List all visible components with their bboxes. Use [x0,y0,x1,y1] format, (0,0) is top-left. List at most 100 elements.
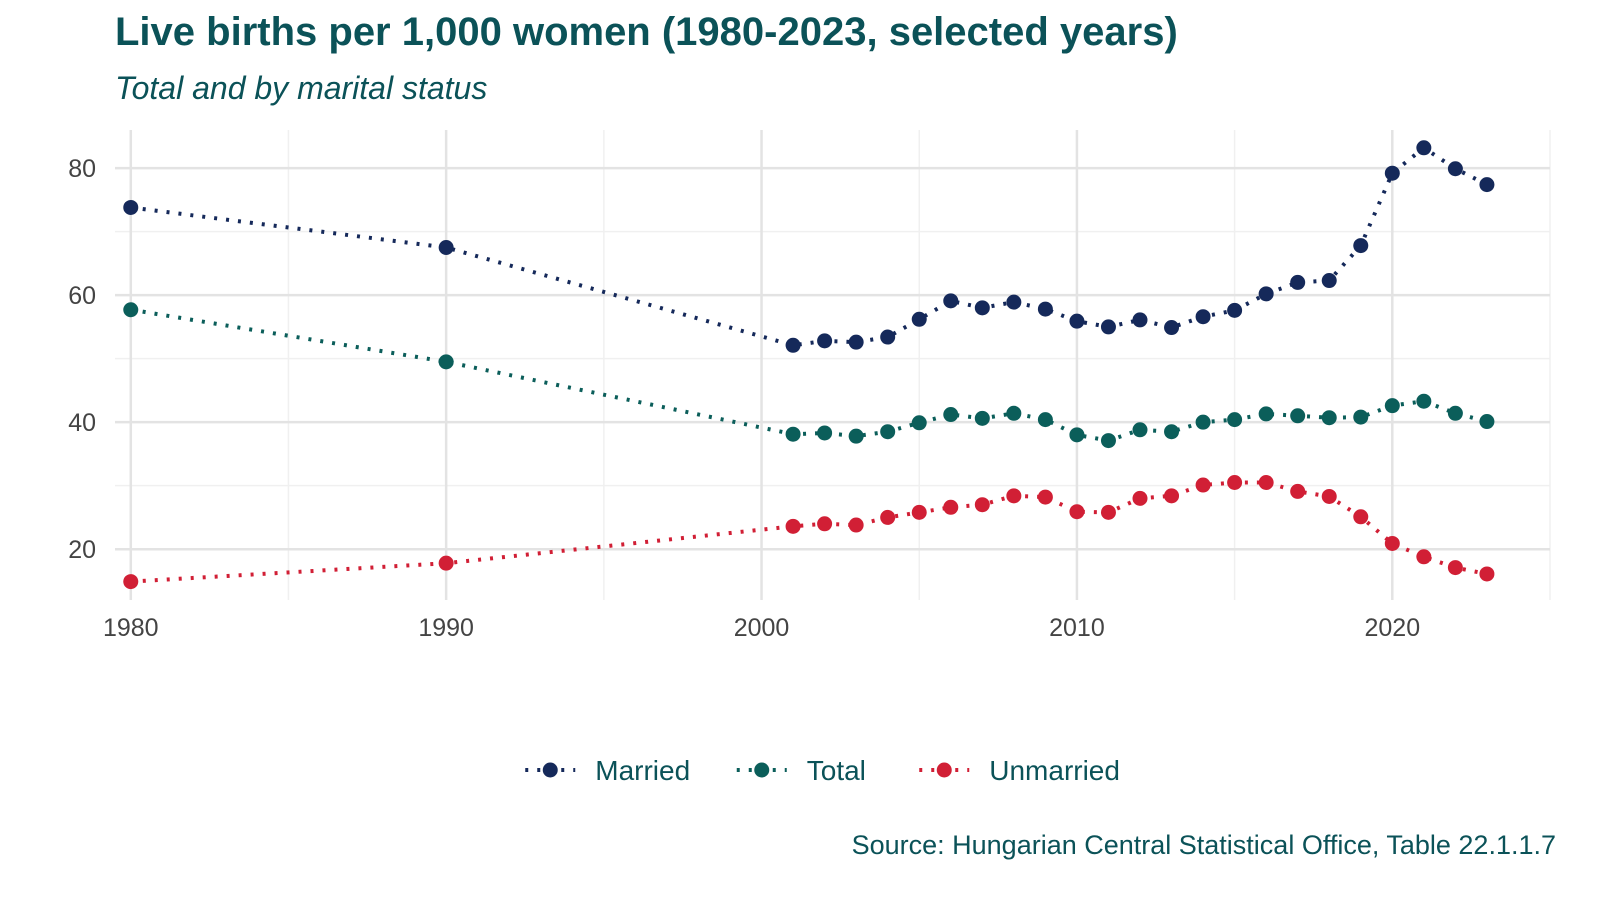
series-total [123,302,1495,449]
data-point [1416,549,1432,565]
source-note: Source: Hungarian Central Statistical Of… [851,830,1556,860]
chart-title: Live births per 1,000 women (1980-2023, … [115,10,1178,54]
data-point [1195,309,1211,325]
data-point [1290,274,1306,290]
data-point [1321,410,1337,426]
y-tick-label: 60 [68,282,96,310]
legend-label: Total [807,755,866,786]
data-point [1227,412,1243,428]
series-unmarried [123,475,1495,590]
x-tick-label: 2010 [1049,614,1105,642]
data-point [1195,477,1211,493]
data-point [785,518,801,534]
data-point [1384,165,1400,181]
data-point [123,574,139,590]
data-point [1132,312,1148,328]
legend-swatch-point [936,762,952,778]
data-point [785,426,801,442]
data-point [438,354,454,370]
data-point [943,407,959,423]
data-point [1416,140,1432,156]
data-point [1384,398,1400,414]
x-tick-label: 1990 [418,614,474,642]
data-point [1164,320,1180,336]
x-tick-label: 1980 [103,614,159,642]
data-point [438,240,454,255]
y-tick-label: 20 [68,536,96,564]
series-married [123,140,1495,353]
data-point [880,329,896,345]
data-point [1164,488,1180,504]
data-point [974,300,990,316]
data-point [1100,319,1116,335]
series-group [123,140,1495,590]
data-point [1006,488,1022,504]
data-point [1006,405,1022,421]
data-point [1479,177,1495,193]
data-point [911,415,927,431]
data-point [1290,483,1306,499]
y-tick-label: 40 [68,409,96,437]
data-point [974,497,990,513]
x-tick-label: 2000 [734,614,790,642]
data-point [1227,475,1243,490]
x-tick-label: 2020 [1364,614,1420,642]
data-point [1069,427,1085,443]
data-point [848,517,864,533]
grid [115,130,1551,600]
data-point [974,410,990,426]
data-point [880,424,896,440]
data-point [1132,490,1148,506]
legend-label: Married [595,755,690,786]
data-point [848,334,864,350]
data-point [1100,504,1116,520]
data-point [911,504,927,520]
data-point [1290,408,1306,424]
data-point [943,499,959,515]
data-point [1258,406,1274,422]
data-point [817,425,833,441]
legend: Married Total Unmarried [525,755,1120,786]
series-line [130,145,1488,348]
legend-label: Unmarried [989,755,1120,786]
data-point [1447,560,1463,576]
data-point [943,293,959,309]
chart-subtitle: Total and by marital status [115,70,488,106]
data-point [1353,509,1369,525]
data-point [817,333,833,349]
legend-item-unmarried: Unmarried [919,755,1120,786]
data-point [1447,405,1463,421]
legend-item-married: Married [525,755,690,786]
data-point [1416,393,1432,409]
data-point [1164,424,1180,440]
data-point [1037,412,1053,428]
data-point [1069,504,1085,520]
data-point [1353,409,1369,425]
data-point [817,516,833,532]
data-point [1447,161,1463,177]
data-point [848,428,864,444]
data-point [1006,294,1022,310]
data-point [1258,475,1274,490]
data-point [911,311,927,327]
legend-swatch-point [754,762,770,778]
data-point [123,199,139,215]
legend-item-total: Total [736,755,866,786]
data-point [1321,273,1337,289]
legend-swatch-point [542,762,558,778]
data-point [1132,422,1148,438]
data-point [1479,566,1495,582]
data-point [785,337,801,353]
data-point [438,555,454,571]
y-tick-label: 80 [68,155,96,183]
data-point [1479,414,1495,430]
data-point [1069,313,1085,329]
data-point [123,302,139,318]
data-point [1100,433,1116,449]
data-point [880,509,896,525]
data-point [1037,301,1053,317]
data-point [1353,238,1369,254]
data-point [1258,286,1274,302]
